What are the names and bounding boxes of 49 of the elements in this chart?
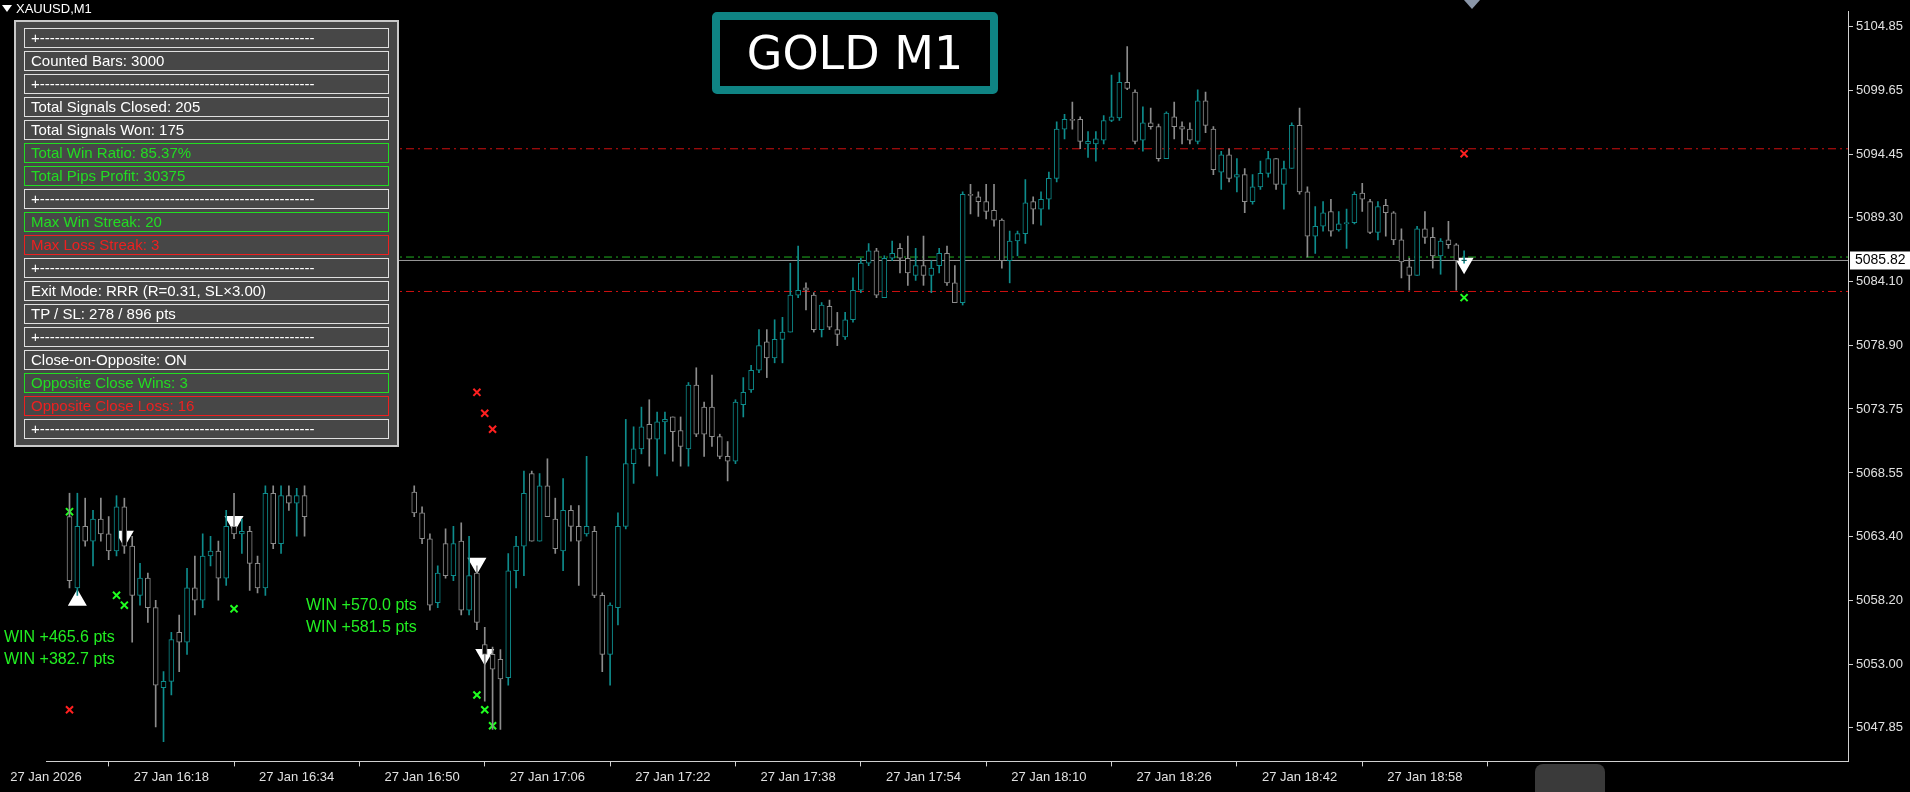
annotation: WIN +465.6 pts — [4, 628, 115, 646]
annotation: Max Loss Streak: 3 — [24, 235, 389, 255]
annotation: +------------------------------------------------------- — [24, 327, 389, 347]
annotation: +------------------------------------------------------- — [24, 28, 389, 48]
x-tick-label: 27 Jan 16:34 — [259, 768, 335, 784]
annotation: Total Signals Won: 175 — [24, 120, 389, 140]
x-tick-label: 27 Jan 17:06 — [509, 768, 586, 784]
annotation: +------------------------------------------------------- — [24, 189, 389, 209]
x-tick-label: 27 Jan 18:10 — [1011, 768, 1087, 784]
annotation: Max Win Streak: 20 — [24, 212, 389, 232]
x-tick-label: 27 Jan 17:38 — [760, 768, 836, 784]
x-tick-label: 27 Jan 2026 — [10, 768, 82, 784]
y-tick-label: 5058.20 — [1856, 591, 1904, 607]
annotation: Total Win Ratio: 85.37% — [24, 143, 389, 163]
y-tick-label: 5089.30 — [1856, 209, 1904, 225]
chart-title: GOLD M1 — [712, 12, 998, 94]
y-tick-label: 5047.85 — [1856, 719, 1904, 735]
annotation: Opposite Close Wins: 3 — [24, 373, 389, 393]
annotation: +------------------------------------------------------- — [24, 419, 389, 439]
annotation: Opposite Close Loss: 16 — [24, 396, 389, 416]
y-tick-label: 5068.55 — [1856, 464, 1904, 480]
annotation: +------------------------------------------------------- — [24, 258, 389, 278]
y-tick-label: 5053.00 — [1856, 655, 1904, 671]
x-tick-label: 27 Jan 16:50 — [384, 768, 460, 784]
x-tick-label: 27 Jan 18:58 — [1387, 768, 1463, 784]
annotation: WIN +570.0 pts — [306, 596, 417, 614]
x-tick-label: 27 Jan 18:42 — [1261, 768, 1338, 784]
x-tick-label: 27 Jan 16:18 — [133, 768, 209, 784]
annotation: Total Signals Closed: 205 — [24, 97, 389, 117]
annotation: +------------------------------------------------------- — [24, 74, 389, 94]
annotation: WIN +581.5 pts — [306, 618, 417, 636]
annotation: Exit Mode: RRR (R=0.31, SL×3.00) — [24, 281, 389, 301]
y-tick-label: 5084.10 — [1856, 273, 1904, 289]
chart-subtitle: XAUUSD,M1 — [16, 1, 92, 16]
x-tick-label: 27 Jan 17:22 — [635, 768, 711, 784]
x-tick-label: 27 Jan 18:26 — [1136, 768, 1212, 784]
y-tick-label: 5078.90 — [1856, 337, 1904, 353]
annotation: WIN +382.7 pts — [4, 650, 115, 668]
annotation: Total Pips Profit: 30375 — [24, 166, 389, 186]
y-tick-label: 5104.85 — [1856, 17, 1904, 33]
annotation: TP / SL: 278 / 896 pts — [24, 304, 389, 324]
y-tick-label: 5099.65 — [1856, 81, 1904, 97]
y-tick-label: 5063.40 — [1856, 527, 1904, 543]
y-tick-label: 5094.45 — [1856, 145, 1904, 161]
y-tick-label: 5073.75 — [1856, 400, 1904, 416]
x-tick-label: 27 Jan 17:54 — [885, 768, 962, 784]
annotation: Close-on-Opposite: ON — [24, 350, 389, 370]
annotation: Counted Bars: 3000 — [24, 51, 389, 71]
ref-line-label: 5085.82 — [1855, 251, 1906, 268]
